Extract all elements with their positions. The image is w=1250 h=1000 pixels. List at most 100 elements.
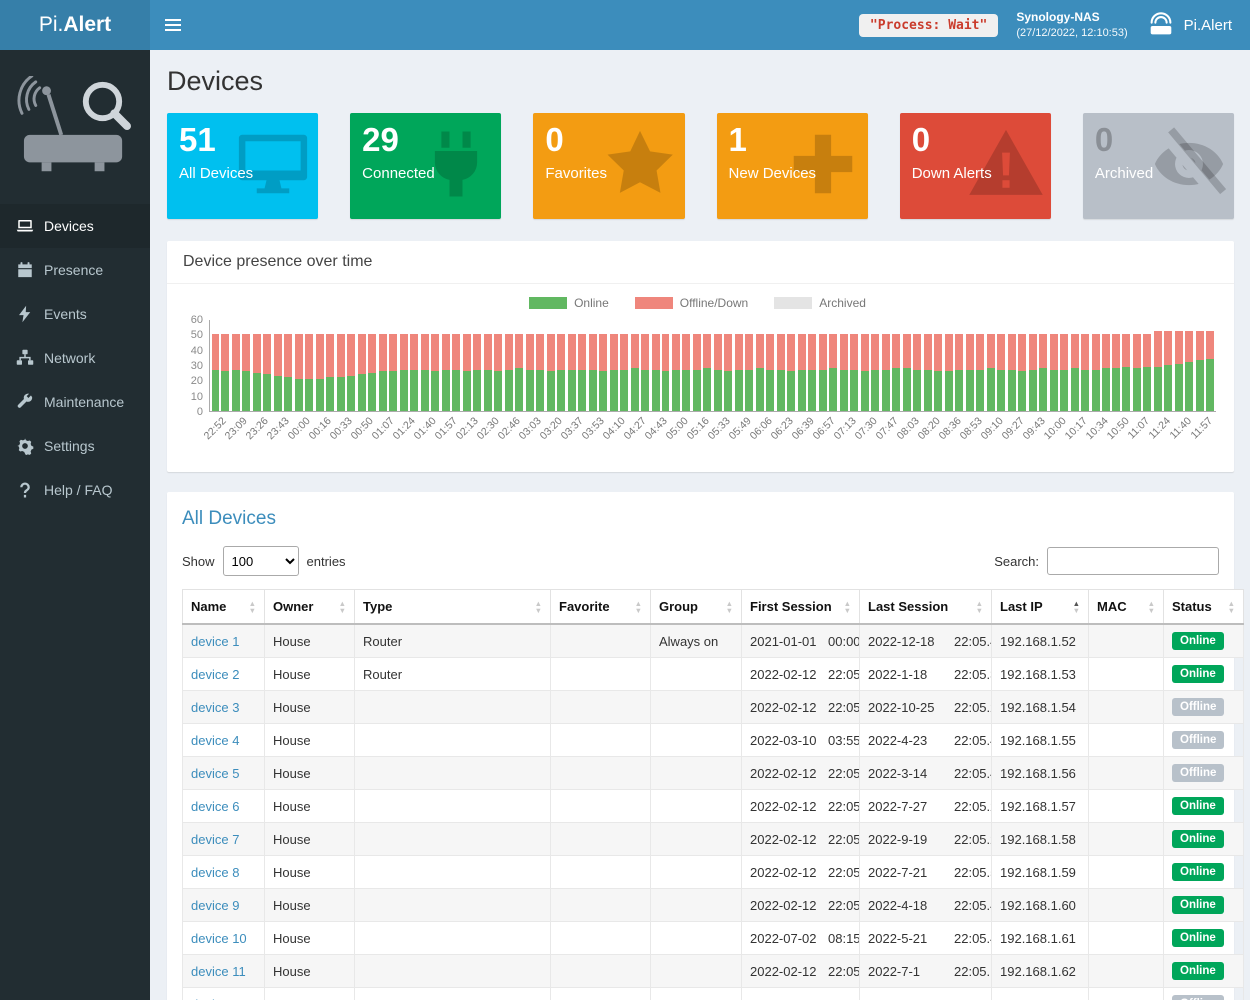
stacked-bar xyxy=(472,334,481,411)
column-header-owner[interactable]: Owner ▲ ▼ xyxy=(264,589,355,625)
y-tick-label: 30 xyxy=(190,360,203,372)
cell-last-ip: 192.168.1.56 xyxy=(991,756,1089,790)
cell-name: device 8 xyxy=(182,855,265,889)
cell-name: device 1 xyxy=(182,623,265,658)
cell-status: Online xyxy=(1163,921,1244,955)
bar-group xyxy=(860,320,881,411)
bar-group xyxy=(587,320,608,411)
column-header-label: First Session xyxy=(750,599,832,614)
table-row: device 2 House Router 2022-02-12 22:05 2022-1… xyxy=(182,657,1244,691)
legend-label: Online xyxy=(574,296,609,310)
column-header-favorite[interactable]: Favorite ▲ ▼ xyxy=(550,589,651,625)
status-badge: Online xyxy=(1172,632,1224,650)
bar-group xyxy=(482,320,503,411)
stacked-bar xyxy=(567,334,576,411)
device-link[interactable]: device 4 xyxy=(191,732,240,748)
stacked-bar xyxy=(965,334,974,411)
column-header-last-ip[interactable]: Last IP ▲ ▼ xyxy=(991,589,1089,625)
search-input[interactable] xyxy=(1047,547,1219,575)
column-header-type[interactable]: Type ▲ ▼ xyxy=(354,589,551,625)
table-row: device 5 House 2022-02-12 22:05 2022-3-14 22:… xyxy=(182,756,1244,790)
summary-box-value: 0 xyxy=(911,121,931,158)
status-badge: Online xyxy=(1172,929,1224,947)
cell-status: Offline xyxy=(1163,690,1244,724)
column-header-last-session[interactable]: Last Session ▲ ▼ xyxy=(859,589,992,625)
device-link[interactable]: device 5 xyxy=(191,765,240,781)
stacked-bar xyxy=(798,334,807,411)
laptop-icon xyxy=(16,217,34,235)
stacked-bar xyxy=(1185,331,1194,411)
sidebar-item-presence[interactable]: Presence xyxy=(0,248,150,292)
bar-group xyxy=(1132,320,1153,411)
column-header-status[interactable]: Status ▲ ▼ xyxy=(1163,589,1244,625)
device-link[interactable]: device 11 xyxy=(191,963,246,979)
cell-status: Online xyxy=(1163,789,1244,823)
sidebar-item-label: Network xyxy=(44,350,96,366)
device-link[interactable]: device 9 xyxy=(191,897,240,913)
device-link[interactable]: device 10 xyxy=(191,930,247,946)
bar-group xyxy=(901,320,922,411)
status-badge: Online xyxy=(1172,863,1224,881)
sidebar-item-help-faq[interactable]: Help / FAQ xyxy=(0,468,150,512)
sidebar-item-devices[interactable]: Devices xyxy=(0,204,150,248)
status-badge: Offline xyxy=(1172,698,1225,716)
device-link[interactable]: device 6 xyxy=(191,798,240,814)
bar-group xyxy=(440,320,461,411)
cell-group: Always on xyxy=(650,623,742,658)
device-link[interactable]: device 2 xyxy=(191,666,240,682)
cell-mac xyxy=(1088,657,1164,691)
bar-group xyxy=(1090,320,1111,411)
x-tick-slot: 01:40 xyxy=(412,412,440,468)
hamburger-menu-icon[interactable] xyxy=(150,0,196,50)
device-link[interactable]: device 8 xyxy=(191,864,240,880)
column-header-mac[interactable]: MAC ▲ ▼ xyxy=(1088,589,1164,625)
stacked-bar xyxy=(514,334,523,411)
device-link[interactable]: device 12 xyxy=(191,997,247,1000)
stacked-bar xyxy=(808,334,817,411)
cell-group xyxy=(650,690,742,724)
bar-group xyxy=(1111,320,1132,411)
app-logo[interactable]: Pi. Alert xyxy=(0,0,150,50)
x-tick-slot: 08:36 xyxy=(936,412,964,468)
x-tick-slot: 06:06 xyxy=(748,412,776,468)
cell-last-ip: 192.168.1.55 xyxy=(991,723,1089,757)
cell-type: Router xyxy=(354,623,551,658)
stacked-bar xyxy=(400,334,409,411)
sidebar-item-events[interactable]: Events xyxy=(0,292,150,336)
cell-name: device 9 xyxy=(182,888,265,922)
cell-last-ip: 192.168.1.53 xyxy=(991,657,1089,691)
cell-first-session: 2022-02-12 22:05 xyxy=(741,657,860,691)
device-link[interactable]: device 1 xyxy=(191,633,240,649)
bar-group xyxy=(943,320,964,411)
sidebar-item-network[interactable]: Network xyxy=(0,336,150,380)
stacked-bar xyxy=(1133,334,1142,411)
cell-mac xyxy=(1088,954,1164,988)
stacked-bar xyxy=(861,334,870,411)
x-tick-slot: 10:34 xyxy=(1083,412,1111,468)
device-link[interactable]: device 7 xyxy=(191,831,240,847)
x-tick-slot: 00:00 xyxy=(286,412,314,468)
stacked-bar xyxy=(661,334,670,411)
stacked-bar xyxy=(1038,334,1047,411)
x-tick-slot: 05:33 xyxy=(706,412,734,468)
stacked-bar xyxy=(693,334,702,411)
sidebar-item-label: Presence xyxy=(44,262,104,278)
page-length-select[interactable]: 100 xyxy=(222,546,299,576)
chart-plot-area xyxy=(209,320,1216,412)
sidebar-item-maintenance[interactable]: Maintenance xyxy=(0,380,150,424)
stacked-bar xyxy=(232,334,241,411)
stacked-bar xyxy=(221,334,230,411)
cell-name: device 2 xyxy=(182,657,265,691)
stacked-bar xyxy=(379,334,388,411)
cell-name: device 11 xyxy=(182,954,265,988)
device-link[interactable]: device 3 xyxy=(191,699,240,715)
column-header-first-session[interactable]: First Session ▲ ▼ xyxy=(741,589,860,625)
stacked-bar xyxy=(337,334,346,411)
sidebar-item-settings[interactable]: Settings xyxy=(0,424,150,468)
column-header-group[interactable]: Group ▲ ▼ xyxy=(650,589,742,625)
column-header-name[interactable]: Name ▲ ▼ xyxy=(182,589,265,625)
sidebar-item-label: Maintenance xyxy=(44,394,125,410)
stacked-bar xyxy=(598,334,607,411)
